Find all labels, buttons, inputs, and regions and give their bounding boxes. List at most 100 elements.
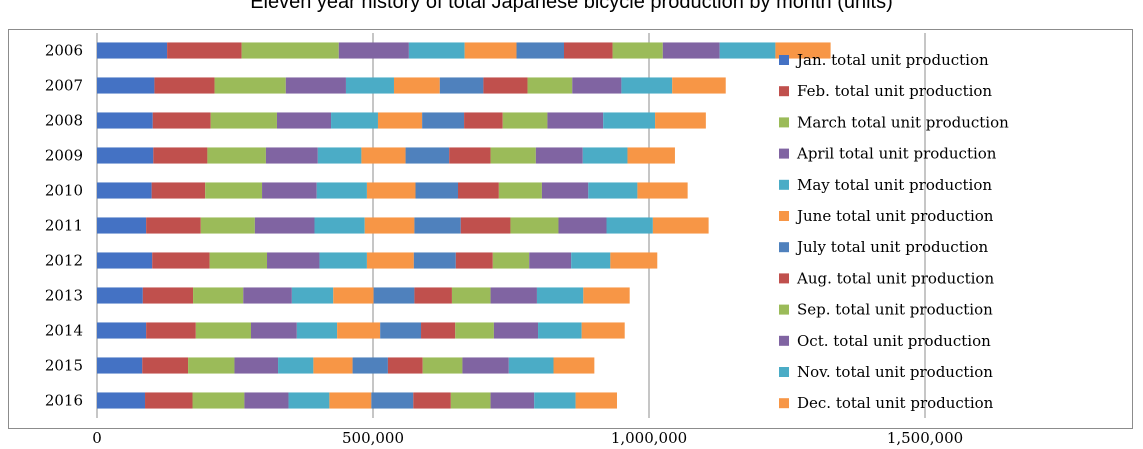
bar-2007-5	[345, 77, 394, 94]
bar-2009-12	[627, 147, 675, 164]
legend-swatch	[779, 86, 789, 97]
bar-2014-6	[337, 322, 381, 339]
legend-label: Sep. total unit production	[797, 301, 993, 319]
bar-2012-9	[492, 252, 530, 269]
bar-2008-8	[464, 112, 503, 129]
bar-2007-11	[621, 77, 673, 94]
bar-2014-7	[380, 322, 422, 339]
bar-2006-10	[662, 42, 720, 59]
bar-2010-7	[415, 182, 459, 199]
legend-label: July total unit production	[795, 238, 989, 256]
legend-label: June total unit production	[795, 207, 994, 225]
legend-label: April total unit production	[796, 145, 997, 163]
bar-2015-11	[508, 357, 554, 374]
y-tick-label: 2011	[45, 217, 83, 235]
bar-2010-11	[588, 182, 638, 199]
bar-2016-12	[575, 392, 617, 409]
bar-2008-10	[547, 112, 604, 129]
bar-2013-12	[583, 287, 630, 304]
bar-2011-5	[314, 217, 365, 234]
bar-2011-1	[97, 217, 147, 234]
bar-2013-11	[536, 287, 584, 304]
bar-2008-9	[502, 112, 548, 129]
y-tick-label: 2006	[45, 42, 83, 60]
bar-2013-1	[97, 287, 143, 304]
bar-2016-3	[192, 392, 245, 409]
y-tick-label: 2009	[45, 147, 83, 165]
x-tick-label: 500,000	[342, 429, 404, 447]
bar-2016-7	[371, 392, 414, 409]
bar-2011-3	[200, 217, 255, 234]
legend-swatch	[779, 179, 789, 190]
bar-2014-12	[581, 322, 625, 339]
bar-2012-7	[413, 252, 456, 269]
y-tick-label: 2012	[45, 252, 83, 270]
bar-2008-3	[210, 112, 277, 129]
x-tick-label: 1,000,000	[611, 429, 687, 447]
legend-label: Feb. total unit production	[797, 82, 992, 100]
bar-2009-1	[97, 147, 154, 164]
bar-2010-12	[637, 182, 688, 199]
bar-2006-12	[775, 42, 831, 59]
bar-2016-11	[534, 392, 576, 409]
bar-2008-5	[331, 112, 378, 129]
bar-2010-4	[262, 182, 317, 199]
bar-2015-10	[462, 357, 509, 374]
bar-2006-2	[167, 42, 242, 59]
bar-2015-2	[142, 357, 189, 374]
bar-2012-1	[97, 252, 153, 269]
bar-2008-7	[422, 112, 465, 129]
bar-2009-11	[582, 147, 628, 164]
bar-2009-4	[265, 147, 318, 164]
y-tick-label: 2015	[45, 357, 83, 375]
legend-label: Dec. total unit production	[797, 394, 994, 412]
bar-2009-3	[207, 147, 266, 164]
bar-2010-6	[366, 182, 416, 199]
legend-swatch	[779, 304, 789, 315]
bar-2016-9	[450, 392, 491, 409]
y-tick-label: 2010	[45, 182, 83, 200]
bar-2009-2	[153, 147, 208, 164]
legend-swatch	[779, 242, 789, 253]
bar-2015-1	[97, 357, 143, 374]
bar-2007-8	[483, 77, 528, 94]
bar-2014-11	[538, 322, 582, 339]
bar-2007-1	[97, 77, 155, 94]
bar-2010-1	[97, 182, 152, 199]
bar-2007-4	[285, 77, 346, 94]
bar-2016-1	[97, 392, 146, 409]
bar-2010-10	[541, 182, 589, 199]
bar-2016-2	[145, 392, 193, 409]
bar-2011-10	[558, 217, 607, 234]
bar-2010-8	[458, 182, 499, 199]
legend-swatch	[779, 367, 789, 377]
bar-2013-4	[243, 287, 292, 304]
legend-label: Nov. total unit production	[797, 363, 993, 381]
legend-swatch	[779, 55, 789, 65]
bar-2010-3	[205, 182, 263, 199]
bar-2016-8	[413, 392, 451, 409]
bar-2006-1	[97, 42, 168, 59]
legend-label: May total unit production	[797, 176, 992, 194]
y-tick-label: 2014	[45, 322, 83, 340]
bar-2006-4	[338, 42, 409, 59]
y-tick-label: 2016	[45, 392, 83, 410]
bar-2012-5	[319, 252, 367, 269]
bar-2012-4	[267, 252, 320, 269]
legend-swatch	[779, 211, 789, 221]
bar-2013-2	[142, 287, 194, 304]
bar-2015-3	[188, 357, 235, 374]
bar-2015-5	[278, 357, 314, 374]
bar-2007-9	[527, 77, 573, 94]
bar-2006-9	[612, 42, 663, 59]
bar-2016-6	[329, 392, 372, 409]
bar-2016-5	[288, 392, 330, 409]
bar-2008-1	[97, 112, 153, 129]
bar-2007-3	[214, 77, 286, 94]
bar-2016-10	[490, 392, 535, 409]
bar-2014-1	[97, 322, 147, 339]
legend-label: March total unit production	[797, 113, 1009, 131]
x-tick-label: 1,500,000	[887, 429, 963, 447]
bar-2009-6	[361, 147, 406, 164]
bar-2014-3	[195, 322, 252, 339]
